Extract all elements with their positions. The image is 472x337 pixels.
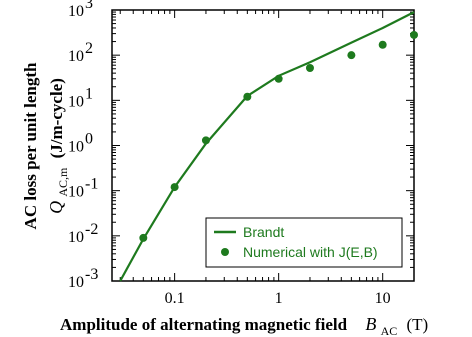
data-point — [139, 234, 147, 242]
y-tick-label: 10 — [68, 274, 84, 291]
x-axis-symbol: B — [365, 314, 376, 334]
x-tick-label: 1 — [275, 290, 283, 307]
data-point — [306, 64, 314, 72]
data-point — [171, 183, 179, 191]
x-axis-subscript: AC — [381, 324, 398, 337]
data-point — [202, 136, 210, 144]
x-tick-labels: 0.1 1 10 — [165, 290, 391, 307]
y-tick-exponent: 3 — [85, 0, 93, 12]
legend-label-brandt: Brandt — [243, 224, 284, 240]
data-point — [347, 51, 355, 59]
y-tick-base: 10 — [68, 274, 84, 291]
y-axis-title-line1: AC loss per unit length — [21, 62, 40, 229]
y-tick-base: 10 — [68, 48, 84, 65]
x-tick-label: 10 — [375, 290, 391, 307]
y-axis-symbol: Q — [46, 201, 66, 214]
y-tick-label: 10 — [68, 93, 84, 110]
y-tick-base: 10 — [68, 139, 84, 156]
y-tick-label: 10 — [68, 48, 84, 65]
x-axis-title: Amplitude of alternating magnetic field … — [60, 314, 428, 337]
y-tick-label: 10 — [68, 3, 84, 20]
legend: Brandt Numerical with J(E,B) — [206, 218, 402, 267]
y-tick-label: 10 — [68, 139, 84, 156]
data-point — [243, 93, 251, 101]
y-tick-exponent: 2 — [85, 40, 93, 57]
svg-text:AC loss per unit length: AC loss per unit length — [21, 62, 40, 229]
x-axis-unit: (T) — [407, 315, 429, 334]
data-point — [275, 75, 283, 83]
y-tick-base: 10 — [68, 3, 84, 20]
y-tick-label: 10 — [68, 184, 84, 201]
y-axis-unit: (J/m-cycle) — [47, 78, 66, 158]
y-tick-base: 10 — [68, 93, 84, 110]
x-axis-title-text: Amplitude of alternating magnetic field — [60, 315, 348, 334]
y-axis-title: AC loss per unit length Q AC,m (J/m-cycl… — [21, 62, 71, 229]
legend-label-numerical: Numerical with J(E,B) — [243, 244, 378, 260]
y-axis-subscript: AC,m — [56, 167, 70, 197]
legend-marker-swatch — [221, 248, 229, 256]
data-point — [379, 41, 387, 49]
y-tick-base: 10 — [68, 229, 84, 246]
x-tick-label: 0.1 — [165, 290, 185, 307]
y-tick-exponent: 1 — [85, 85, 93, 102]
y-tick-exponent: -3 — [85, 266, 98, 283]
y-tick-label: 10 — [68, 229, 84, 246]
y-tick-exponent: -2 — [85, 221, 98, 238]
y-tick-base: 10 — [68, 184, 84, 201]
y-tick-exponent: -1 — [85, 176, 98, 193]
y-tick-exponent: 0 — [85, 131, 93, 148]
data-point — [410, 31, 418, 39]
